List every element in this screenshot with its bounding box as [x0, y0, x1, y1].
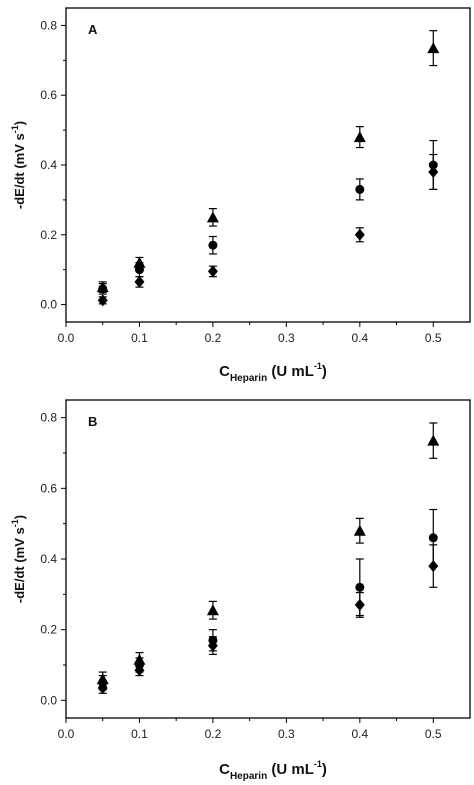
- data-point-diamond: [134, 664, 145, 677]
- data-point-triangle: [353, 131, 366, 143]
- y-tick-label: 0.4: [40, 552, 57, 566]
- data-point-triangle: [206, 211, 219, 223]
- y-tick-label: 0.2: [40, 228, 57, 242]
- data-point-triangle: [427, 42, 440, 54]
- x-tick-label: 0.1: [131, 727, 148, 741]
- chart-panel-b: B 0.0 0.1 0.2 0.3 0.4 0.5 0.0 0.2 0.4 0.6 0.8 CHepar…: [10, 399, 471, 782]
- data-point-triangle: [206, 604, 219, 616]
- x-axis-label: CHeparin (U mL-1): [219, 361, 327, 384]
- data-point-circle: [355, 184, 365, 194]
- data-point-triangle: [427, 434, 440, 446]
- data-point-circle: [208, 240, 218, 250]
- x-tick-label: 0.0: [58, 727, 75, 741]
- y-tick-label: 0.0: [40, 298, 57, 312]
- x-tick-label: 0.2: [205, 727, 222, 741]
- data-point-triangle: [353, 524, 366, 536]
- y-tick-label: 0.6: [40, 88, 57, 102]
- x-tick-label: 0.3: [278, 727, 295, 741]
- panel-label: A: [88, 22, 98, 37]
- data-point-diamond: [207, 639, 218, 652]
- data-point-circle: [428, 533, 438, 543]
- y-tick-label: 0.2: [40, 623, 57, 637]
- x-tick-label: 0.5: [425, 727, 442, 741]
- data-point-diamond: [134, 275, 145, 288]
- y-tick-label: 0.0: [40, 693, 57, 707]
- data-point-circle: [355, 582, 365, 592]
- x-tick-label: 0.1: [131, 331, 148, 345]
- x-tick-label: 0.5: [425, 331, 442, 345]
- x-tick-label: 0.4: [351, 727, 368, 741]
- data-point-diamond: [354, 228, 365, 241]
- x-axis-label: CHeparin (U mL-1): [219, 759, 327, 782]
- plot-frame: [65, 399, 471, 719]
- y-tick-label: 0.8: [40, 411, 57, 425]
- data-point-circle: [98, 284, 108, 294]
- x-tick-label: 0.0: [58, 331, 75, 345]
- data-point-diamond: [207, 265, 218, 278]
- panel-label: B: [88, 414, 97, 429]
- plot-frame: [65, 7, 471, 323]
- data-point-circle: [134, 265, 144, 275]
- data-point-diamond: [97, 681, 108, 694]
- y-tick-label: 0.8: [40, 18, 57, 32]
- y-axis-label: -dE/dt (mV s-1): [10, 515, 27, 603]
- data-point-diamond: [97, 294, 108, 307]
- chart-panel-a: A 0.0 0.1 0.2 0.3 0.4 0.5 0.0 0.2 0.4 0.6 0.8 CHepar…: [10, 7, 471, 384]
- data-point-diamond: [428, 560, 439, 573]
- data-point-diamond: [428, 165, 439, 178]
- data-point-diamond: [354, 598, 365, 611]
- y-tick-label: 0.4: [40, 158, 57, 172]
- y-tick-label: 0.6: [40, 481, 57, 495]
- x-tick-label: 0.3: [278, 331, 295, 345]
- x-tick-label: 0.2: [205, 331, 222, 345]
- x-tick-label: 0.4: [351, 331, 368, 345]
- y-axis-label: -dE/dt (mV s-1): [10, 121, 27, 209]
